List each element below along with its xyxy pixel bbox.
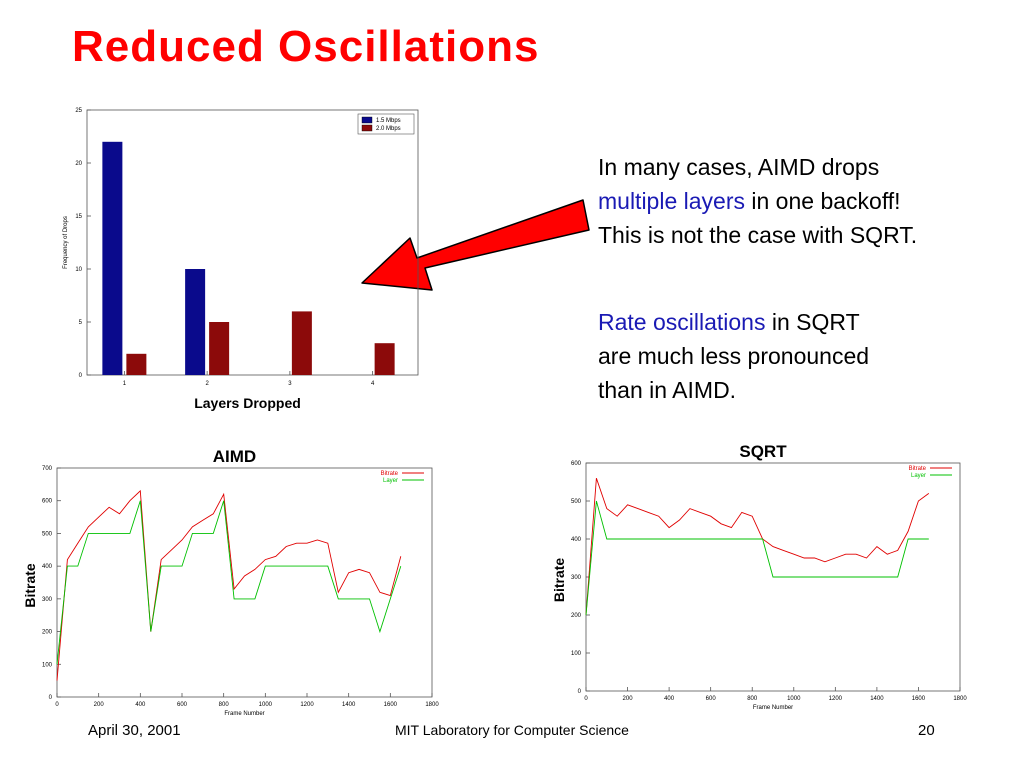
- footer-date: April 30, 2001: [88, 722, 181, 739]
- y-tick-label: 0: [578, 689, 582, 695]
- x-tick-label: 200: [623, 696, 634, 702]
- x-tick-label: 4: [371, 381, 375, 387]
- highlight: Rate oscillations: [598, 309, 766, 335]
- x-axis-label: Frame Number: [224, 711, 264, 717]
- legend-label: 1.5 Mbps: [376, 118, 401, 124]
- text: than in AIMD.: [598, 377, 737, 403]
- text: in one backoff!: [751, 188, 901, 214]
- x-tick-label: 1200: [300, 702, 314, 708]
- arrow: [361, 199, 590, 291]
- paragraph: Rate oscillations in SQRT are much less …: [598, 305, 869, 407]
- y-axis-label: Bitrate: [551, 558, 567, 603]
- legend-label: Layer: [911, 473, 926, 479]
- bar: [291, 311, 312, 375]
- y-tick-label: 5: [79, 320, 83, 326]
- y-tick-label: 100: [571, 651, 582, 657]
- y-tick-label: 300: [571, 575, 582, 581]
- slide-title: Reduced Oscillations: [72, 22, 540, 71]
- legend-swatch: [361, 116, 373, 124]
- y-tick-label: 700: [42, 466, 53, 472]
- line: [56, 489, 402, 681]
- text: This is not the case with SQRT.: [598, 222, 918, 248]
- y-axis-label: Frequency of Drops: [63, 216, 69, 269]
- x-tick-label: 1400: [342, 702, 356, 708]
- x-tick-label: 3: [288, 381, 292, 387]
- highlight: multiple layers: [598, 188, 745, 214]
- x-tick-label: 200: [94, 702, 105, 708]
- line: [585, 478, 930, 616]
- x-tick-label: 600: [706, 696, 717, 702]
- x-tick-label: 1200: [829, 696, 843, 702]
- footer-center: MIT Laboratory for Computer Science: [395, 722, 629, 738]
- y-tick-label: 10: [75, 267, 82, 273]
- legend-label: Layer: [383, 478, 398, 484]
- x-tick-label: 400: [135, 702, 146, 708]
- x-tick-label: 800: [219, 702, 230, 708]
- chart-title: SQRT: [739, 442, 787, 461]
- plot-frame: [86, 109, 419, 376]
- y-tick-label: 600: [571, 461, 582, 467]
- bar: [209, 322, 230, 375]
- x-tick-label: 600: [177, 702, 188, 708]
- line: [585, 500, 929, 616]
- footer-page: 20: [918, 722, 935, 739]
- text: in SQRT: [771, 309, 860, 335]
- y-tick-label: 100: [42, 662, 53, 668]
- bar: [126, 353, 147, 375]
- y-tick-label: 0: [49, 695, 53, 701]
- x-tick-label: 0: [584, 696, 588, 702]
- y-tick-label: 300: [42, 597, 53, 603]
- x-tick-label: 2: [205, 381, 209, 387]
- x-tick-label: 1: [123, 381, 127, 387]
- paragraph: In many cases, AIMD drops multiple layer…: [598, 150, 917, 252]
- x-tick-label: 1600: [384, 702, 398, 708]
- y-tick-label: 600: [42, 499, 53, 505]
- y-tick-label: 20: [75, 161, 82, 167]
- legend-label: 2.0 Mbps: [376, 126, 401, 132]
- legend-label: Bitrate: [381, 471, 399, 477]
- x-axis-label: Layers Dropped: [194, 395, 301, 411]
- x-tick-label: 400: [664, 696, 675, 702]
- bar: [185, 269, 206, 375]
- bar: [374, 343, 395, 375]
- x-tick-label: 1800: [425, 702, 439, 708]
- x-tick-label: 1000: [787, 696, 801, 702]
- x-tick-label: 800: [747, 696, 758, 702]
- y-tick-label: 15: [75, 214, 82, 220]
- y-tick-label: 25: [75, 108, 82, 114]
- y-tick-label: 400: [42, 564, 53, 570]
- text: are much less pronounced: [598, 343, 870, 369]
- x-tick-label: 0: [55, 702, 59, 708]
- chart-title: AIMD: [213, 447, 256, 466]
- text: In many cases, AIMD drops: [598, 154, 880, 180]
- y-tick-label: 200: [42, 630, 53, 636]
- y-tick-label: 400: [571, 537, 582, 543]
- y-tick-label: 0: [79, 373, 83, 379]
- line: [56, 500, 402, 665]
- x-tick-label: 1400: [870, 696, 884, 702]
- bar: [102, 141, 123, 375]
- y-axis-label: Bitrate: [22, 563, 38, 608]
- x-axis-label: Frame Number: [753, 705, 793, 711]
- x-tick-label: 1600: [912, 696, 926, 702]
- x-tick-label: 1000: [259, 702, 273, 708]
- legend-swatch: [361, 124, 373, 132]
- plot-frame: [56, 467, 433, 698]
- y-tick-label: 500: [42, 531, 53, 537]
- y-tick-label: 200: [571, 613, 582, 619]
- legend-label: Bitrate: [909, 466, 927, 472]
- x-tick-label: 1800: [953, 696, 967, 702]
- y-tick-label: 500: [571, 499, 582, 505]
